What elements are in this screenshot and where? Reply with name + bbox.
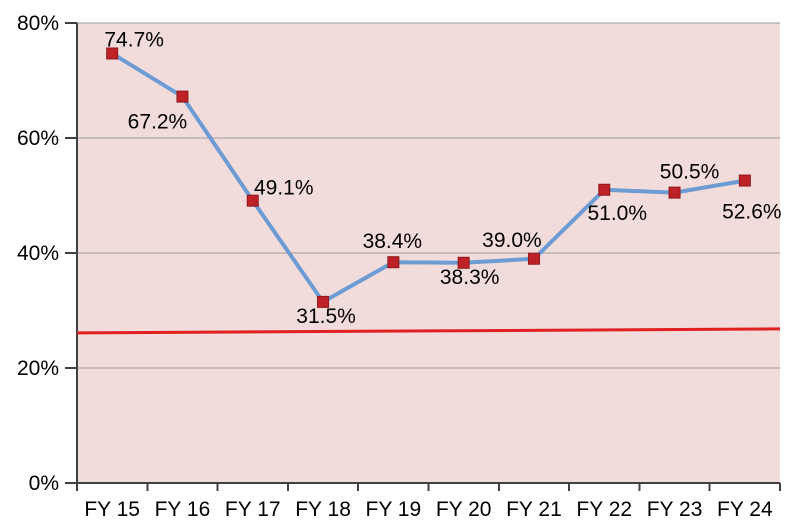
data-label: 67.2%: [128, 111, 188, 134]
data-label: 49.1%: [254, 177, 314, 200]
y-axis-tick-label: 80%: [17, 12, 59, 35]
data-label: 74.7%: [104, 28, 164, 51]
data-point-marker: [106, 47, 119, 60]
y-axis-tick-label: 60%: [17, 127, 59, 150]
reference-line: [76, 327, 781, 335]
data-label: 52.6%: [722, 201, 782, 224]
data-label: 38.3%: [440, 266, 500, 289]
y-axis-tick-label: 40%: [17, 242, 59, 265]
series-line: [110, 51, 747, 304]
data-point-marker: [246, 194, 259, 207]
data-point-marker: [738, 174, 751, 187]
x-axis-category-label: FY 18: [295, 498, 351, 521]
data-label: 38.4%: [363, 230, 423, 253]
x-axis-category-label: FY 22: [576, 498, 632, 521]
data-point-marker: [668, 186, 681, 199]
x-axis-category-label: FY 19: [366, 498, 422, 521]
data-point-marker: [598, 183, 611, 196]
data-label: 51.0%: [587, 202, 647, 225]
data-point-marker: [387, 256, 400, 269]
y-axis-tick-label: 0%: [29, 472, 59, 495]
data-label: 39.0%: [482, 229, 542, 252]
y-axis-tick-label: 20%: [17, 357, 59, 380]
x-axis-category-label: FY 20: [436, 498, 492, 521]
x-axis-category-label: FY 24: [717, 498, 773, 521]
x-axis-category-label: FY 21: [506, 498, 562, 521]
x-axis-category-label: FY 16: [155, 498, 211, 521]
data-point-marker: [457, 256, 470, 269]
x-axis-category-label: FY 15: [84, 498, 140, 521]
data-point-marker: [527, 252, 540, 265]
data-label: 50.5%: [660, 161, 720, 184]
x-axis-category-label: FY 23: [647, 498, 703, 521]
data-point-marker: [317, 295, 330, 308]
data-point-marker: [176, 90, 189, 103]
data-label: 31.5%: [296, 305, 356, 328]
x-axis-category-label: FY 17: [225, 498, 281, 521]
